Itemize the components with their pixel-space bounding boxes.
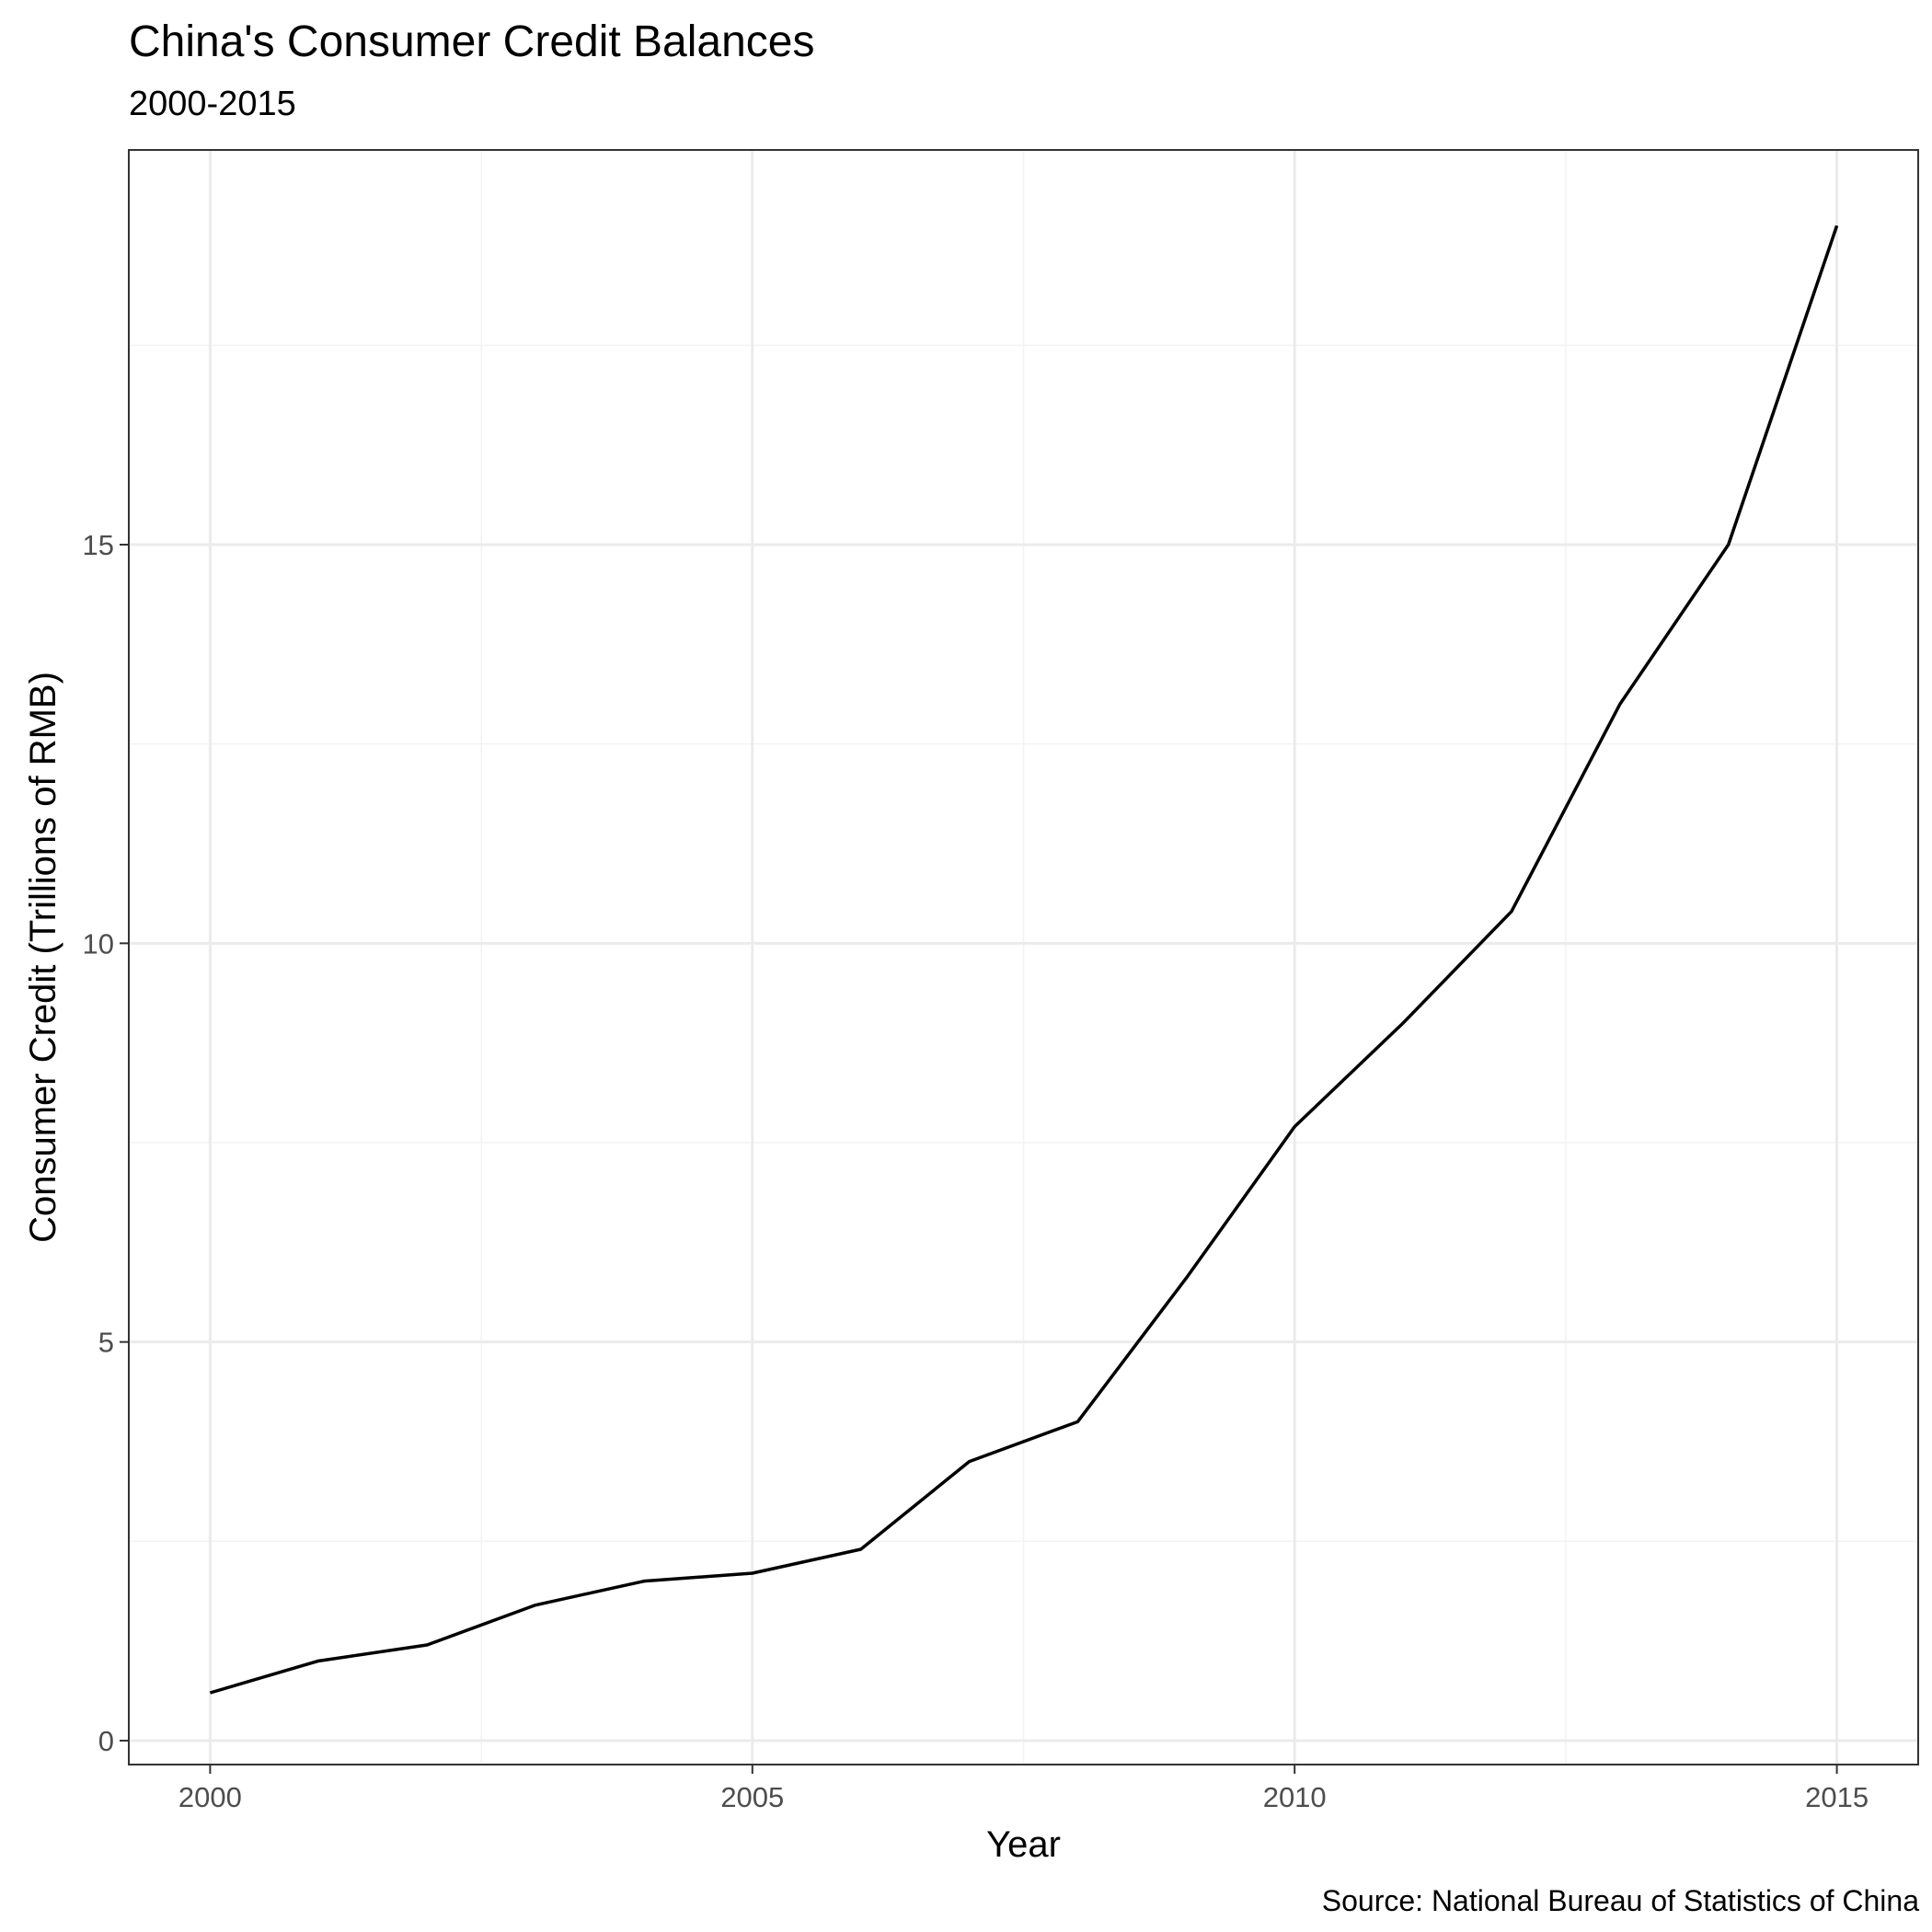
y-axis-ticks: 0 5 10 15 xyxy=(83,529,129,1757)
y-tick-label: 5 xyxy=(98,1327,114,1359)
x-axis-title: Year xyxy=(986,1824,1061,1865)
x-tick-label: 2005 xyxy=(720,1781,784,1813)
y-tick-label: 0 xyxy=(98,1725,114,1757)
series-layer xyxy=(209,224,1839,1695)
series-line xyxy=(209,224,1839,1695)
y-tick-label: 15 xyxy=(83,529,114,561)
major-gridlines xyxy=(129,150,1918,1765)
y-tick-label: 10 xyxy=(83,927,114,960)
panel-border xyxy=(128,149,1919,1765)
x-axis-ticks: 2000 2005 2010 2015 xyxy=(178,1765,1869,1813)
x-tick-label: 2000 xyxy=(178,1781,242,1813)
chart-caption: Source: National Bureau of Statistics of… xyxy=(1321,1884,1919,1917)
chart-title: China's Consumer Credit Balances xyxy=(129,17,815,66)
x-tick-label: 2010 xyxy=(1263,1781,1327,1813)
y-axis-title: Consumer Credit (Trillions of RMB) xyxy=(23,672,63,1243)
minor-gridlines xyxy=(129,150,1918,1765)
chart-subtitle: 2000-2015 xyxy=(129,85,296,123)
x-tick-label: 2015 xyxy=(1805,1781,1869,1813)
